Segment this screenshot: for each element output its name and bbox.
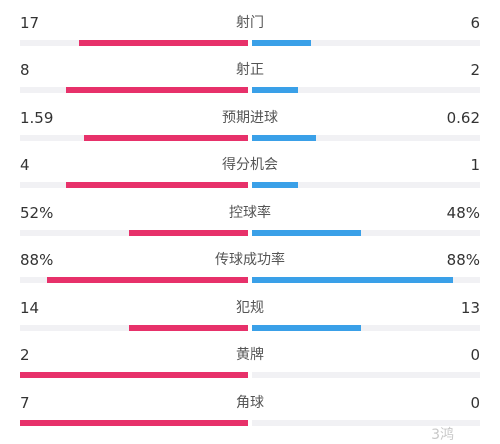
- home-value: 88%: [20, 251, 54, 269]
- home-value: 8: [20, 61, 30, 79]
- home-value: 7: [20, 394, 30, 412]
- home-track: [20, 40, 248, 46]
- away-value: 0: [470, 394, 480, 412]
- away-value: 13: [460, 299, 480, 317]
- home-bar: [83, 135, 248, 141]
- home-bar: [20, 420, 248, 426]
- away-track: [252, 87, 480, 93]
- stat-row-corners: 7 角球 0: [0, 394, 500, 434]
- home-bar: [129, 325, 248, 331]
- home-track: [20, 277, 248, 283]
- home-track: [20, 325, 248, 331]
- stat-label: 控球率: [229, 205, 271, 221]
- away-bar: [252, 40, 312, 46]
- home-bar: [79, 40, 248, 46]
- stat-label: 射正: [236, 62, 264, 78]
- home-value: 2: [20, 346, 30, 364]
- away-value: 48%: [446, 204, 480, 222]
- stat-label: 传球成功率: [215, 252, 285, 268]
- away-value: 2: [470, 61, 480, 79]
- away-bar: [252, 325, 362, 331]
- home-track: [20, 420, 248, 426]
- away-value: 88%: [446, 251, 480, 269]
- stat-label: 预期进球: [222, 110, 278, 126]
- stat-row-fouls: 14 犯规 13: [0, 299, 500, 339]
- away-track: [252, 182, 480, 188]
- stat-label: 得分机会: [222, 157, 278, 173]
- watermark: 3鸿: [431, 427, 454, 443]
- away-track: [252, 420, 480, 426]
- stat-label: 犯规: [236, 300, 264, 316]
- home-track: [20, 230, 248, 236]
- away-track: [252, 325, 480, 331]
- away-bar: [252, 230, 362, 236]
- away-bar: [252, 277, 453, 283]
- stat-row-possession: 52% 控球率 48%: [0, 204, 500, 244]
- away-track: [252, 40, 480, 46]
- home-bar: [65, 182, 248, 188]
- home-track: [20, 372, 248, 378]
- stat-row-shots: 17 射门 6: [0, 14, 500, 54]
- home-value: 52%: [20, 204, 54, 222]
- home-bar: [65, 87, 248, 93]
- home-track: [20, 87, 248, 93]
- away-bar: [252, 182, 298, 188]
- stat-row-pass-accuracy: 88% 传球成功率 88%: [0, 251, 500, 291]
- away-value: 0.62: [446, 109, 480, 127]
- away-bar: [252, 87, 298, 93]
- home-value: 17: [20, 14, 40, 32]
- away-track: [252, 135, 480, 141]
- away-value: 1: [470, 156, 480, 174]
- stat-row-big-chances: 4 得分机会 1: [0, 156, 500, 196]
- stat-label: 射门: [236, 15, 264, 31]
- stat-row-expected-goals: 1.59 预期进球 0.62: [0, 109, 500, 149]
- home-bar: [20, 372, 248, 378]
- home-value: 14: [20, 299, 40, 317]
- away-bar: [252, 135, 316, 141]
- away-track: [252, 230, 480, 236]
- stat-row-shots-on-target: 8 射正 2: [0, 61, 500, 101]
- stat-label: 黄牌: [236, 347, 264, 363]
- home-bar: [129, 230, 248, 236]
- home-value: 4: [20, 156, 30, 174]
- stat-label: 角球: [236, 395, 264, 411]
- home-track: [20, 182, 248, 188]
- away-value: 0: [470, 346, 480, 364]
- away-track: [252, 277, 480, 283]
- away-track: [252, 372, 480, 378]
- stat-row-yellow-cards: 2 黄牌 0: [0, 346, 500, 386]
- home-track: [20, 135, 248, 141]
- home-bar: [47, 277, 248, 283]
- home-value: 1.59: [20, 109, 54, 127]
- away-value: 6: [470, 14, 480, 32]
